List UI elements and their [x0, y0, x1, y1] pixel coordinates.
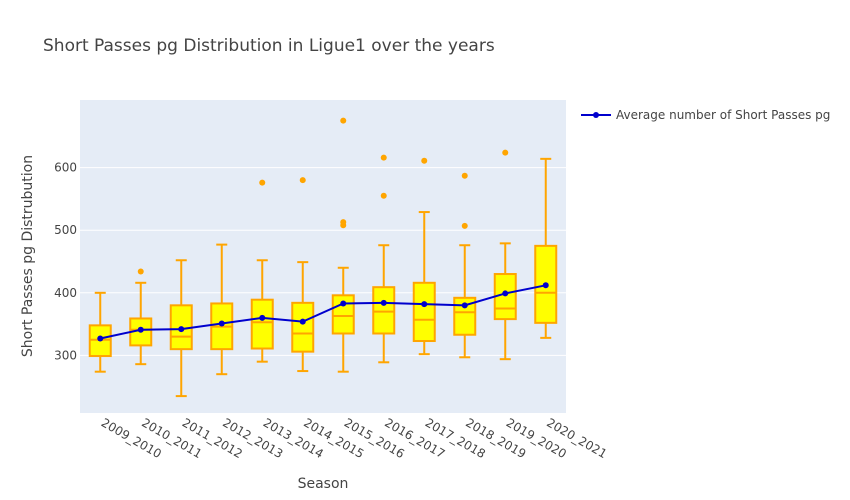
average-line: [100, 284, 546, 340]
box-iqr: [412, 281, 436, 343]
box-2016_2017: [372, 154, 396, 364]
outlier-point: [421, 157, 428, 164]
average-point: [502, 290, 509, 297]
outlier-point: [380, 192, 387, 199]
average-series: [97, 282, 549, 342]
average-point: [259, 314, 266, 321]
x-tick-labels: 2009_20102010_20112011_20122012_20132013…: [99, 415, 610, 461]
box-2019_2020: [493, 149, 517, 361]
box-iqr: [372, 286, 396, 335]
box-2014_2015: [291, 177, 315, 373]
box-series: [88, 117, 558, 398]
outlier-point: [299, 177, 306, 184]
box-iqr: [453, 296, 477, 336]
outlier-point: [461, 172, 468, 179]
x-axis-title: Season: [298, 476, 349, 492]
average-point: [97, 335, 104, 342]
average-point: [137, 326, 144, 333]
y-axis-title: Short Passes pg Distrubution: [20, 155, 36, 357]
average-point: [218, 320, 225, 327]
plot-background: [80, 100, 566, 413]
outlier-point: [380, 154, 387, 161]
box-iqr: [291, 301, 315, 353]
outlier-point: [340, 219, 347, 226]
average-point: [178, 326, 185, 333]
legend-marker-icon: [593, 112, 599, 118]
y-tick-label: 300: [54, 348, 77, 362]
box-2017_2018: [412, 157, 436, 356]
chart-title: Short Passes pg Distribution in Ligue1 o…: [43, 36, 495, 56]
average-point: [461, 302, 468, 309]
box-2013_2014: [250, 179, 274, 363]
average-point: [299, 318, 306, 325]
grid-lines: [80, 167, 566, 356]
average-point: [421, 301, 428, 308]
average-point: [340, 300, 347, 307]
y-tick-label: 600: [54, 161, 77, 175]
y-tick-label: 400: [54, 286, 77, 300]
y-tick-labels: 300 400 500 600: [54, 161, 77, 363]
box-2018_2019: [453, 172, 477, 359]
outlier-point: [259, 179, 266, 186]
outlier-point: [502, 149, 509, 156]
legend-label: Average number of Short Passes pg: [616, 108, 830, 122]
average-point: [542, 282, 549, 289]
outlier-point: [461, 222, 468, 229]
outlier-point: [340, 117, 347, 124]
y-tick-label: 500: [54, 223, 77, 237]
average-point: [380, 299, 387, 306]
legend[interactable]: Average number of Short Passes pg: [581, 108, 830, 122]
box-iqr: [250, 298, 274, 350]
outlier-point: [137, 268, 144, 275]
